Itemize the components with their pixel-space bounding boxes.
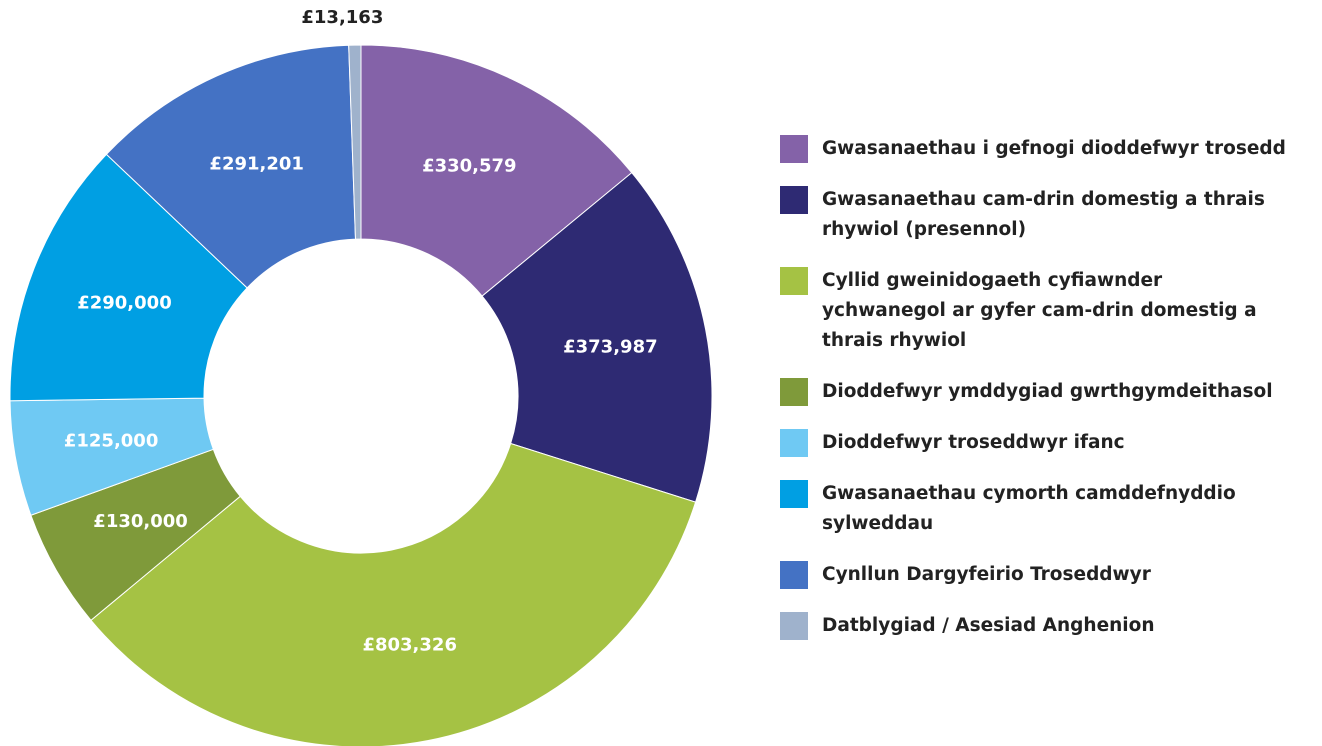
legend-item: Cynllun Dargyfeirio Troseddwyr	[780, 561, 1310, 590]
legend-item: Dioddefwyr troseddwyr ifanc	[780, 429, 1310, 458]
data-label: £291,201	[209, 153, 304, 174]
legend-item: Datblygiad / Asesiad Anghenion	[780, 612, 1310, 641]
legend-label: Dioddefwyr ymddygiad gwrthgymdeithasol	[822, 381, 1273, 402]
legend-swatch	[780, 135, 808, 163]
legend-swatch	[780, 267, 808, 295]
legend-item: Gwasanaethau i gefnogi dioddefwyr trosed…	[780, 135, 1310, 164]
donut-slice	[9, 153, 248, 402]
legend-label: Cyllid gweinidogaeth cyfiawnder ychwaneg…	[822, 270, 1257, 351]
legend-label: Gwasanaethau cymorth camddefnyddio sylwe…	[822, 483, 1236, 534]
legend-swatch	[780, 612, 808, 640]
donut-slice	[348, 44, 362, 240]
data-label: £130,000	[93, 511, 188, 532]
legend-label: Gwasanaethau i gefnogi dioddefwyr trosed…	[822, 138, 1286, 159]
donut-slice	[90, 442, 697, 746]
legend-label: Cynllun Dargyfeirio Troseddwyr	[822, 564, 1151, 585]
legend-swatch	[780, 429, 808, 457]
donut-slice	[360, 44, 633, 297]
legend-item: Gwasanaethau cam-drin domestig a thrais …	[780, 186, 1310, 245]
legend: Gwasanaethau i gefnogi dioddefwyr trosed…	[780, 135, 1310, 641]
data-label: £13,163	[301, 7, 383, 28]
data-label: £803,326	[362, 634, 457, 655]
legend-swatch	[780, 378, 808, 406]
data-label: £330,579	[422, 155, 517, 176]
legend-label: Datblygiad / Asesiad Anghenion	[822, 615, 1155, 636]
chart: £330,579 £373,987 £803,326 £130,000 £125,000…	[9, 7, 713, 746]
legend-label: Gwasanaethau cam-drin domestig a thrais …	[822, 189, 1265, 240]
legend-item: Cyllid gweinidogaeth cyfiawnder ychwaneg…	[780, 267, 1310, 356]
legend-swatch	[780, 186, 808, 214]
donut-slice	[481, 171, 713, 503]
legend-label: Dioddefwyr troseddwyr ifanc	[822, 432, 1125, 453]
legend-item: Dioddefwyr ymddygiad gwrthgymdeithasol	[780, 378, 1310, 407]
donut-slice	[105, 44, 357, 289]
legend-item: Gwasanaethau cymorth camddefnyddio sylwe…	[780, 480, 1310, 539]
legend-swatch	[780, 480, 808, 508]
data-label: £290,000	[77, 292, 172, 313]
data-label: £125,000	[64, 430, 159, 451]
legend-swatch	[780, 561, 808, 589]
data-label: £373,987	[563, 337, 658, 358]
